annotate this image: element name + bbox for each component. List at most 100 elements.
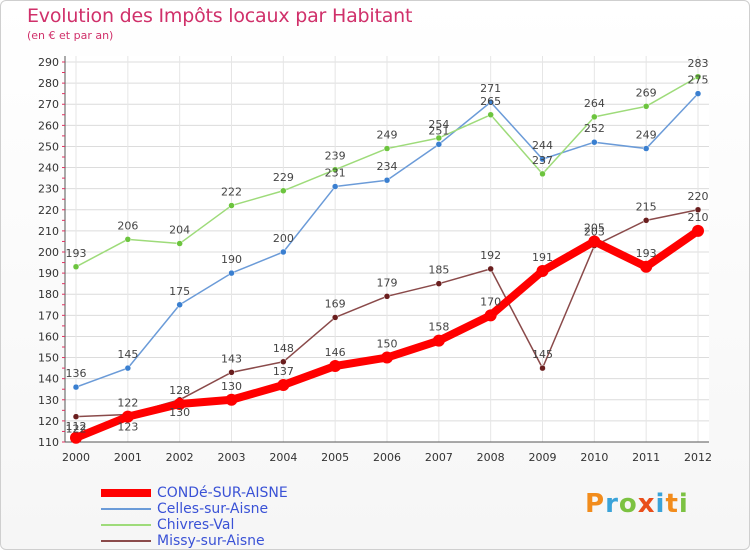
y-tick-label: 110	[38, 436, 59, 449]
y-tick-label: 140	[38, 373, 59, 386]
data-label: 123	[117, 421, 138, 434]
data-label: 269	[636, 86, 657, 99]
data-label: 229	[273, 171, 294, 184]
data-point	[280, 187, 287, 195]
data-point	[280, 248, 287, 256]
data-label: 130	[169, 406, 190, 419]
legend-swatch	[101, 524, 151, 526]
x-tick-label: 2001	[114, 451, 142, 464]
data-point	[383, 176, 391, 184]
data-label: 191	[532, 251, 553, 264]
legend-swatch	[101, 540, 151, 542]
data-label: 200	[273, 232, 294, 245]
data-label: 237	[532, 154, 553, 167]
y-tick-label: 270	[38, 98, 59, 111]
data-label: 205	[584, 221, 605, 234]
logo-letter: x	[637, 489, 656, 519]
x-tick-label: 2003	[218, 451, 246, 464]
x-tick-label: 2010	[580, 451, 608, 464]
data-label: 169	[325, 297, 346, 310]
data-point	[640, 260, 653, 273]
data-point	[539, 155, 546, 163]
y-tick-label: 230	[38, 183, 59, 196]
data-label: 192	[480, 249, 501, 262]
x-tick-label: 2007	[425, 451, 453, 464]
data-point	[383, 145, 391, 152]
chart-subtitle: (en € et par an)	[27, 29, 114, 42]
data-label: 244	[532, 139, 553, 152]
data-label: 220	[688, 190, 709, 203]
x-tick-label: 2011	[632, 451, 660, 464]
data-point	[487, 265, 494, 273]
data-point	[280, 358, 287, 366]
logo-letter: i	[655, 489, 666, 519]
x-tick-label: 2008	[477, 451, 505, 464]
data-label: 130	[221, 380, 242, 393]
y-tick-label: 240	[38, 162, 59, 175]
y-tick-label: 180	[38, 288, 59, 301]
y-tick-label: 200	[38, 246, 59, 259]
logo-letter: t	[665, 489, 679, 519]
data-label: 137	[273, 365, 294, 378]
data-label: 283	[688, 57, 709, 70]
x-tick-label: 2002	[166, 451, 194, 464]
data-label: 122	[66, 423, 87, 436]
y-tick-label: 210	[38, 225, 59, 238]
data-label: 215	[636, 200, 657, 213]
data-label: 158	[428, 321, 449, 334]
data-label: 249	[636, 129, 657, 142]
data-point	[642, 217, 650, 224]
y-tick-label: 170	[38, 309, 59, 322]
data-point	[72, 383, 80, 391]
data-point	[72, 413, 80, 420]
logo-letter: i	[678, 489, 689, 519]
data-label: 112	[66, 420, 87, 433]
data-label: 239	[325, 150, 346, 163]
data-label: 204	[169, 224, 190, 237]
y-tick-label: 220	[38, 204, 59, 217]
data-point	[487, 98, 494, 106]
data-point	[694, 206, 702, 214]
data-point	[228, 269, 235, 277]
data-point	[588, 235, 601, 248]
data-point	[329, 360, 342, 372]
x-tick-label: 2000	[62, 451, 90, 464]
data-label: 203	[584, 226, 605, 239]
data-point	[435, 141, 443, 148]
data-label: 185	[428, 264, 449, 277]
proxiti-logo: Proxiti	[585, 489, 689, 519]
data-point	[124, 236, 132, 243]
data-label: 179	[377, 276, 398, 289]
data-label: 206	[117, 219, 138, 232]
data-point	[72, 263, 80, 271]
data-label: 148	[273, 342, 294, 355]
data-label: 128	[169, 384, 190, 397]
data-label: 150	[377, 338, 398, 351]
data-label: 251	[428, 124, 449, 137]
data-point	[124, 364, 132, 372]
data-point	[539, 364, 546, 372]
data-label: 254	[428, 118, 449, 131]
data-point	[642, 103, 650, 110]
y-tick-label: 280	[38, 77, 59, 90]
data-label: 145	[117, 348, 138, 361]
data-label: 210	[688, 211, 709, 224]
y-tick-label: 130	[38, 394, 59, 407]
x-tick-label: 2009	[529, 451, 557, 464]
logo-letter: P	[585, 489, 606, 519]
x-tick-label: 2004	[269, 451, 297, 464]
data-point	[536, 265, 549, 277]
data-point	[228, 202, 235, 209]
x-tick-label: 2012	[684, 451, 712, 464]
data-point	[228, 369, 235, 376]
data-point	[487, 111, 494, 119]
y-tick-label: 120	[38, 415, 59, 428]
y-tick-label: 160	[38, 330, 59, 343]
data-point	[694, 90, 702, 97]
data-point	[225, 393, 238, 406]
data-point	[381, 351, 393, 364]
data-label: 146	[325, 346, 346, 359]
data-point	[331, 183, 339, 190]
data-label: 170	[480, 295, 501, 308]
